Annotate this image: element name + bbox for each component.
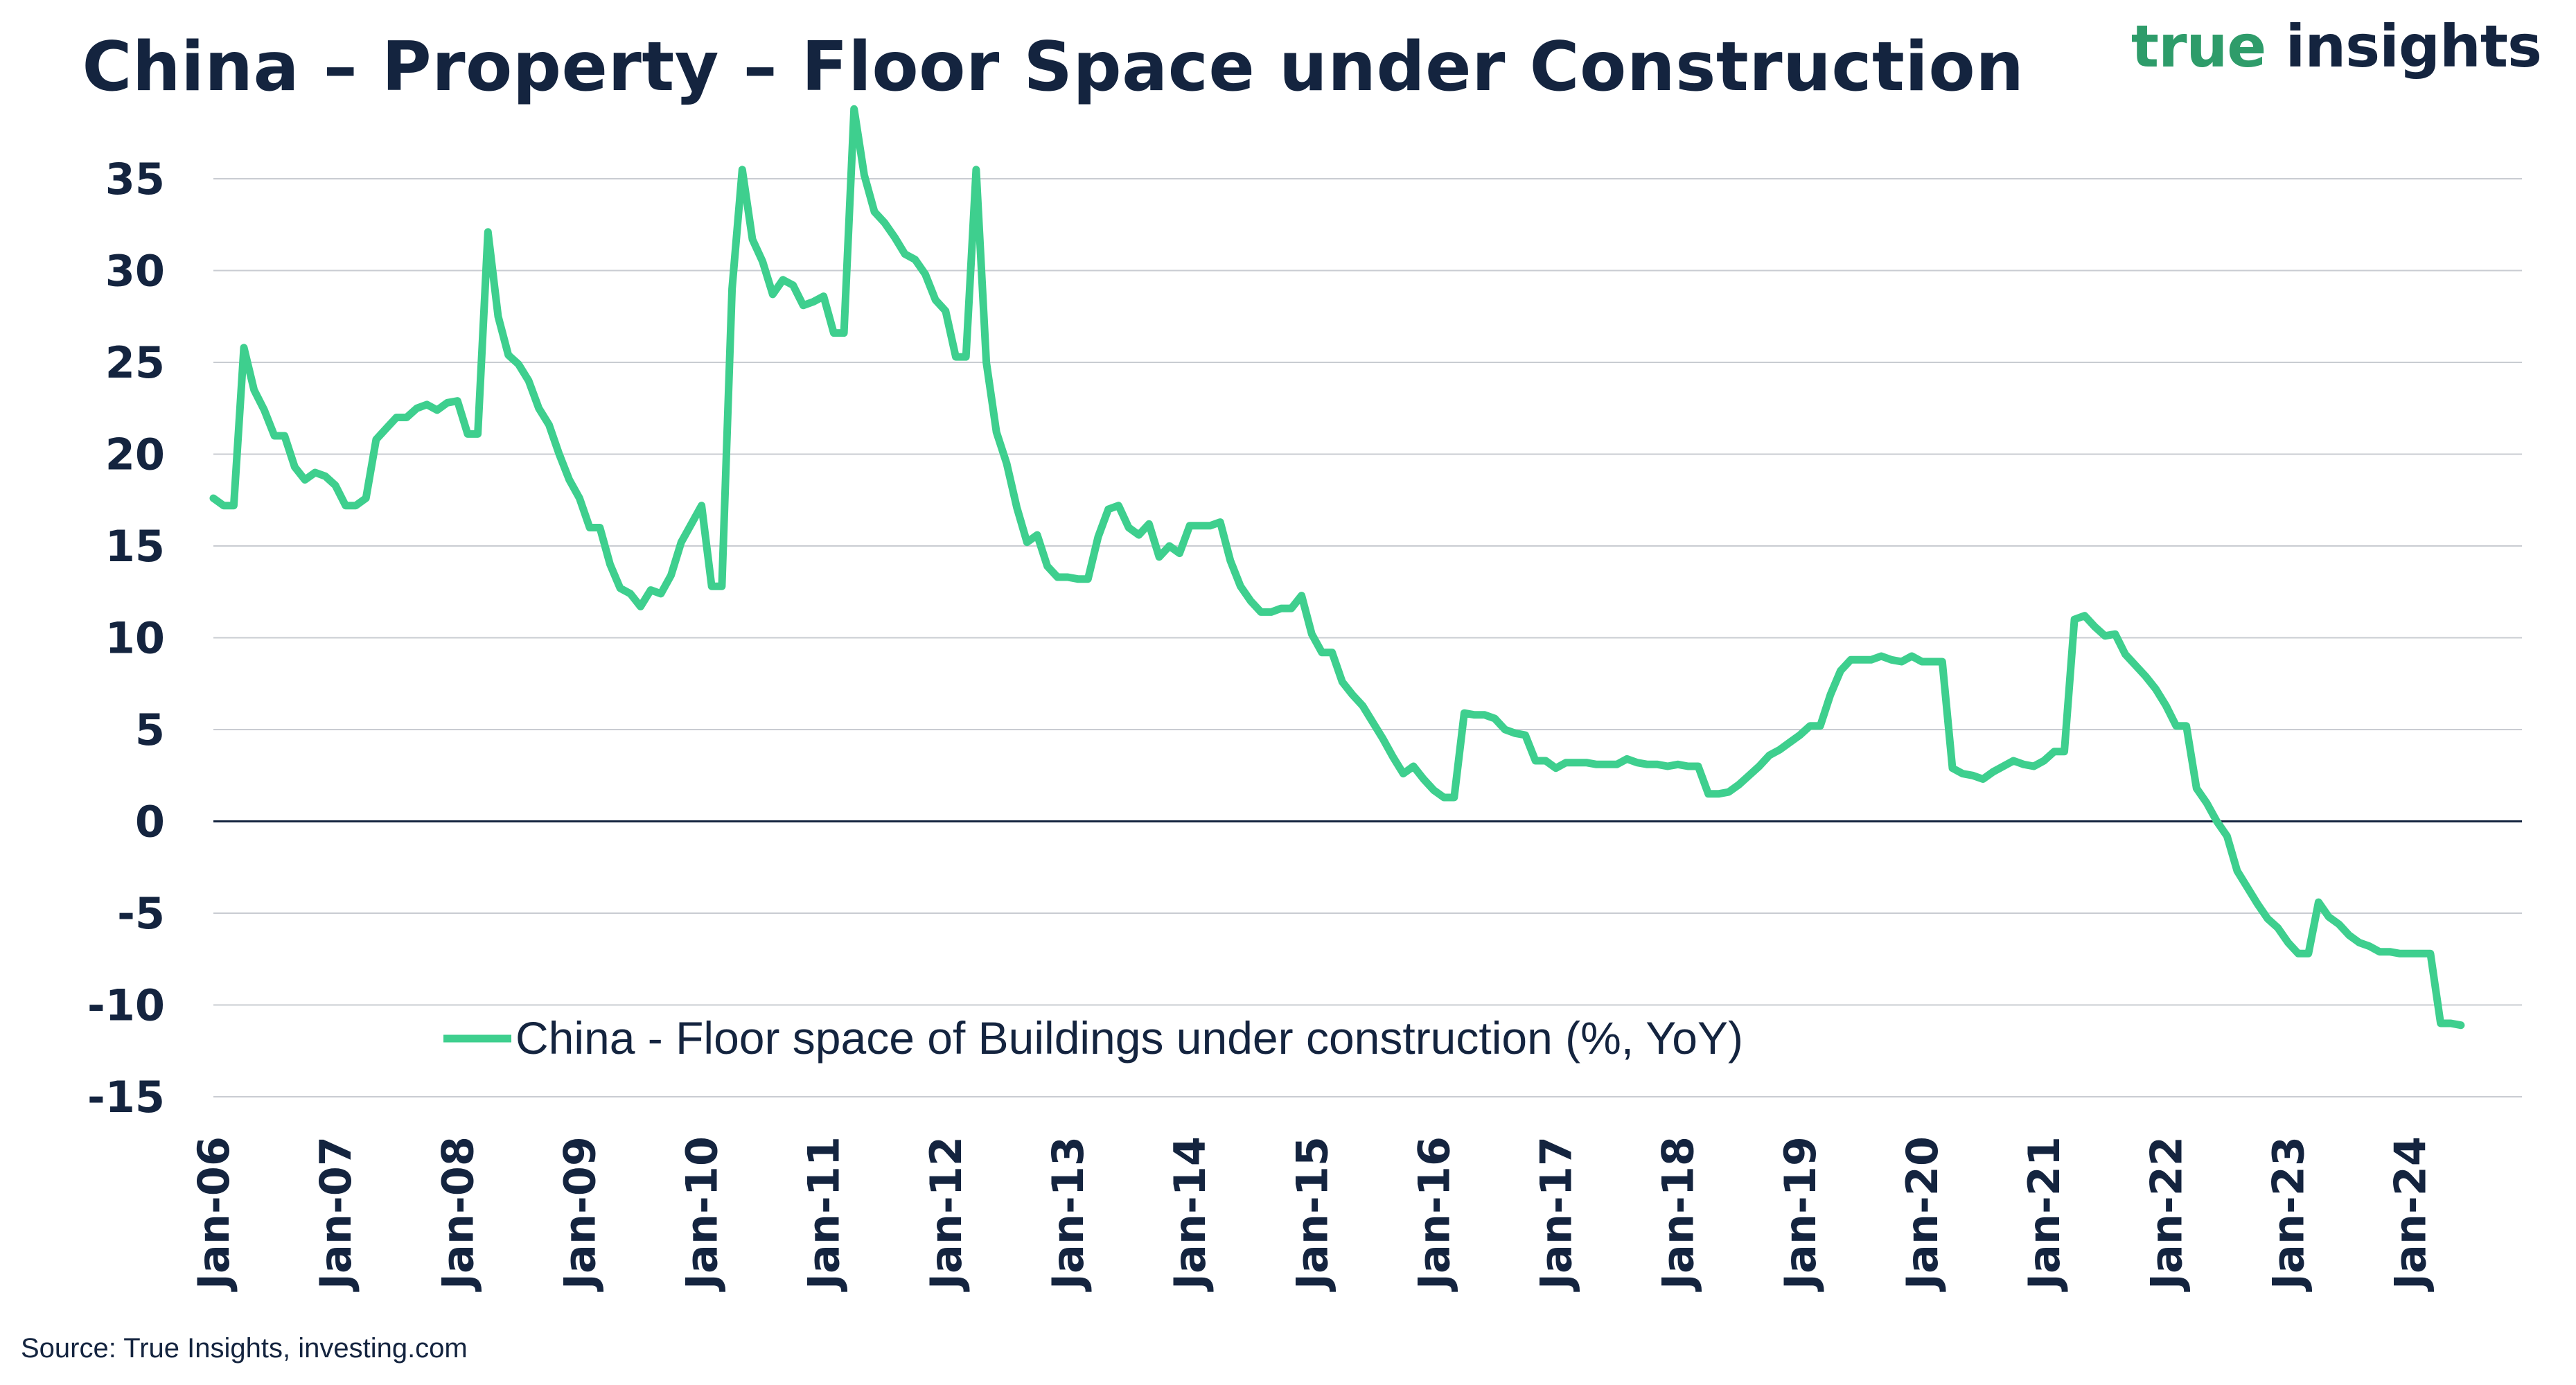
chart-title: China – Property – Floor Space under Con… (82, 28, 2024, 107)
x-tick-label: Jan-20 (1897, 1136, 1948, 1292)
x-tick-label: Jan-10 (677, 1136, 727, 1292)
x-tick-label: Jan-06 (188, 1136, 239, 1292)
x-tick-label: Jan-09 (554, 1136, 605, 1292)
y-axis-ticks: 35 30 25 20 15 10 5 0 -5 -10 -15 (87, 154, 165, 1122)
x-tick-label: Jan-15 (1287, 1136, 1337, 1292)
y-tick-label: -15 (87, 1072, 165, 1122)
x-tick-label: Jan-18 (1653, 1136, 1704, 1292)
x-tick-label: Jan-19 (1775, 1136, 1826, 1292)
x-tick-label: Jan-22 (2141, 1136, 2191, 1292)
series-line (209, 105, 2465, 1030)
y-tick-label: 5 (135, 705, 165, 755)
x-axis-ticks: Jan-06 Jan-07 Jan-08 Jan-09 Jan-10 Jan-11 Jan-… (188, 1136, 2436, 1292)
y-tick-label: -10 (87, 980, 165, 1031)
source-note: Source: True Insights, investing.com (21, 1333, 468, 1364)
y-tick-label: 0 (135, 797, 165, 847)
x-tick-label: Jan-24 (2385, 1136, 2436, 1292)
x-tick-label: Jan-12 (921, 1136, 971, 1292)
brand-logo: true insights (2131, 12, 2542, 80)
logo-part-insights: insights (2285, 12, 2542, 80)
x-tick-label: Jan-13 (1043, 1136, 1093, 1292)
x-tick-label: Jan-23 (2263, 1136, 2313, 1292)
x-tick-label: Jan-16 (1409, 1136, 1459, 1292)
y-tick-label: 25 (105, 337, 165, 388)
y-tick-label: 35 (105, 154, 165, 204)
logo-part-true: true (2131, 12, 2266, 80)
legend: China - Floor space of Buildings under c… (443, 1012, 1743, 1064)
y-tick-label: 10 (105, 613, 165, 664)
x-tick-label: Jan-21 (2019, 1136, 2070, 1292)
x-tick-label: Jan-11 (799, 1136, 849, 1292)
y-tick-label: -5 (117, 888, 165, 939)
y-tick-label: 30 (105, 246, 165, 297)
legend-label: China - Floor space of Buildings under c… (515, 1012, 1743, 1064)
x-tick-label: Jan-17 (1531, 1136, 1582, 1292)
y-tick-label: 20 (105, 430, 165, 480)
x-tick-label: Jan-07 (310, 1136, 361, 1292)
grid-lines (213, 178, 2522, 1097)
x-tick-label: Jan-08 (432, 1136, 483, 1292)
x-tick-label: Jan-14 (1165, 1136, 1215, 1292)
y-tick-label: 15 (105, 521, 165, 572)
series-group (209, 105, 2465, 1030)
